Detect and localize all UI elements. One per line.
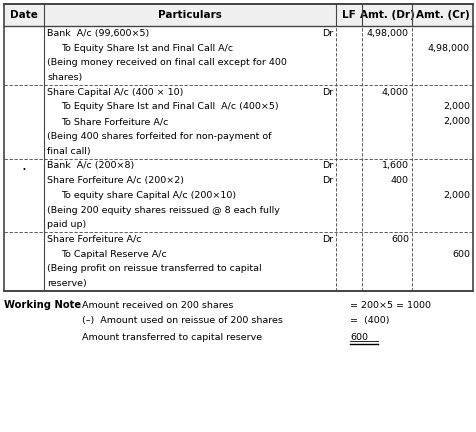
Text: .: . bbox=[21, 159, 26, 173]
Text: Share Forfeiture A/c: Share Forfeiture A/c bbox=[47, 235, 141, 244]
Text: =  (400): = (400) bbox=[349, 317, 389, 325]
Text: 2,000: 2,000 bbox=[442, 102, 469, 111]
Text: Dr: Dr bbox=[321, 162, 332, 170]
Bar bbox=[4, 4, 472, 26]
Text: (Being 400 shares forfeited for non-payment of: (Being 400 shares forfeited for non-paym… bbox=[47, 132, 271, 141]
Text: (Being money received on final call except for 400: (Being money received on final call exce… bbox=[47, 58, 286, 67]
Text: 2,000: 2,000 bbox=[442, 191, 469, 200]
Bar bbox=[4, 4, 472, 291]
Text: Dr: Dr bbox=[321, 88, 332, 97]
Text: To equity share Capital A/c (200×10): To equity share Capital A/c (200×10) bbox=[61, 191, 236, 200]
Text: 600: 600 bbox=[349, 333, 367, 342]
Text: 4,98,000: 4,98,000 bbox=[366, 29, 408, 38]
Text: final call): final call) bbox=[47, 146, 90, 156]
Text: Amount transferred to capital reserve: Amount transferred to capital reserve bbox=[82, 333, 262, 342]
Text: To Capital Reserve A/c: To Capital Reserve A/c bbox=[61, 250, 167, 259]
Text: = 200×5 = 1000: = 200×5 = 1000 bbox=[349, 301, 430, 309]
Text: Date: Date bbox=[10, 10, 38, 20]
Text: 4,98,000: 4,98,000 bbox=[427, 44, 469, 53]
Text: Amt. (Dr): Amt. (Dr) bbox=[359, 10, 414, 20]
Text: reserve): reserve) bbox=[47, 279, 87, 288]
Text: 600: 600 bbox=[390, 235, 408, 244]
Text: To Share Forfeiture A/c: To Share Forfeiture A/c bbox=[61, 117, 168, 126]
Text: Share Capital A/c (400 × 10): Share Capital A/c (400 × 10) bbox=[47, 88, 183, 97]
Text: Working Note: Working Note bbox=[4, 300, 81, 310]
Text: Bank  A/c (200×8): Bank A/c (200×8) bbox=[47, 162, 134, 170]
Text: Amt. (Cr): Amt. (Cr) bbox=[415, 10, 468, 20]
Text: Dr: Dr bbox=[321, 29, 332, 38]
Text: shares): shares) bbox=[47, 73, 82, 82]
Text: (–)  Amount used on reissue of 200 shares: (–) Amount used on reissue of 200 shares bbox=[82, 317, 282, 325]
Text: paid up): paid up) bbox=[47, 220, 86, 229]
Text: Particulars: Particulars bbox=[158, 10, 221, 20]
Text: To Equity Share Ist and Final Call  A/c (400×5): To Equity Share Ist and Final Call A/c (… bbox=[61, 102, 278, 111]
Text: Bank  A/c (99,600×5): Bank A/c (99,600×5) bbox=[47, 29, 149, 38]
Text: Share Forfeiture A/c (200×2): Share Forfeiture A/c (200×2) bbox=[47, 176, 184, 185]
Text: To Equity Share Ist and Final Call A/c: To Equity Share Ist and Final Call A/c bbox=[61, 44, 233, 53]
Text: (Being profit on reissue transferred to capital: (Being profit on reissue transferred to … bbox=[47, 264, 261, 273]
Text: Amount received on 200 shares: Amount received on 200 shares bbox=[82, 301, 233, 309]
Text: 4,000: 4,000 bbox=[381, 88, 408, 97]
Text: 600: 600 bbox=[451, 250, 469, 259]
Text: 2,000: 2,000 bbox=[442, 117, 469, 126]
Text: LF: LF bbox=[341, 10, 355, 20]
Text: Dr: Dr bbox=[321, 176, 332, 185]
Text: 400: 400 bbox=[390, 176, 408, 185]
Text: (Being 200 equity shares reissued @ 8 each fully: (Being 200 equity shares reissued @ 8 ea… bbox=[47, 206, 279, 215]
Text: 1,600: 1,600 bbox=[381, 162, 408, 170]
Text: Dr: Dr bbox=[321, 235, 332, 244]
